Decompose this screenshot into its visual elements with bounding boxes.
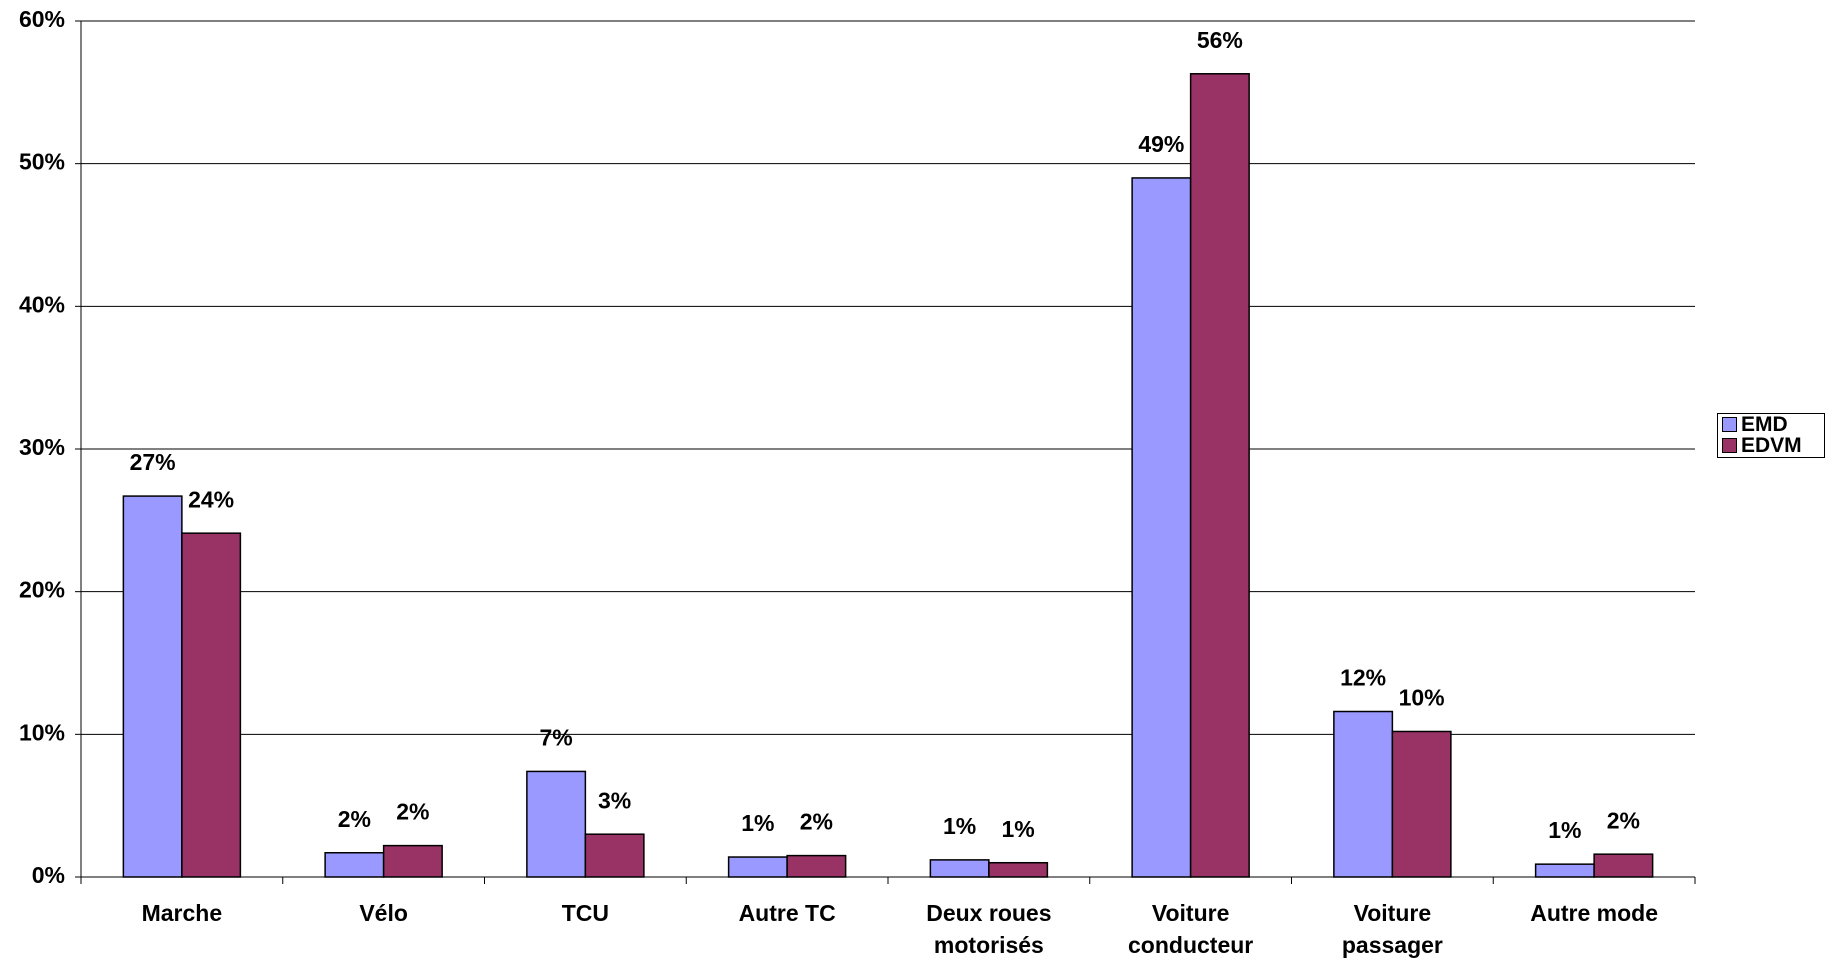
x-tick-label: Autre TC (738, 900, 836, 926)
y-tick-label: 40% (19, 291, 65, 317)
x-tick-label: TCU (561, 900, 610, 926)
bar (988, 861, 1049, 878)
legend-item: EMD (1718, 412, 1824, 436)
bar (181, 532, 242, 878)
y-tick-label: 20% (19, 577, 65, 603)
data-label: 12% (1340, 665, 1386, 691)
data-label: 1% (1548, 817, 1581, 843)
data-label: 3% (598, 787, 631, 813)
x-tick-label: Deux roues motorisés (926, 900, 1052, 958)
data-label: 1% (943, 813, 976, 839)
bar (1333, 710, 1394, 878)
data-label: 2% (800, 809, 833, 835)
x-tick-label: Vélo (359, 900, 408, 926)
data-label: 27% (130, 449, 176, 475)
bar (1593, 853, 1654, 878)
bar (324, 851, 385, 878)
legend-swatch (1722, 438, 1737, 453)
y-tick-label: 10% (19, 719, 65, 745)
y-tick-label: 60% (19, 6, 65, 32)
data-label: 2% (396, 799, 429, 825)
legend: EMD EDVM (1717, 413, 1825, 458)
bar (122, 495, 183, 878)
data-label: 2% (1607, 807, 1640, 833)
x-tick-label: Marche (141, 900, 223, 926)
bar (1534, 863, 1595, 878)
data-label: 24% (188, 486, 234, 512)
bar (584, 833, 645, 878)
y-tick-label: 30% (19, 434, 65, 460)
x-tick-label: Autre mode (1530, 900, 1659, 926)
legend-label: EMD (1741, 412, 1788, 436)
y-tick-label: 0% (32, 862, 65, 888)
legend-swatch (1722, 417, 1737, 432)
data-label: 1% (1002, 816, 1035, 842)
bar (526, 770, 587, 878)
data-label: 10% (1399, 685, 1445, 711)
bar (929, 859, 990, 878)
y-tick-label: 50% (19, 149, 65, 175)
bar (382, 844, 443, 878)
data-label: 49% (1138, 131, 1184, 157)
bar (1131, 177, 1192, 878)
data-label: 56% (1197, 27, 1243, 53)
data-label: 2% (338, 806, 371, 832)
bar (1189, 73, 1250, 878)
bar (786, 854, 847, 878)
legend-label: EDVM (1741, 433, 1802, 457)
bar (727, 856, 788, 878)
data-label: 1% (741, 810, 774, 836)
bar (1391, 730, 1452, 878)
data-label: 7% (539, 725, 572, 751)
x-tick-label: Voiture passager (1341, 900, 1443, 958)
x-tick-label: Voiture conducteur (1128, 900, 1254, 958)
legend-item: EDVM (1718, 433, 1824, 457)
